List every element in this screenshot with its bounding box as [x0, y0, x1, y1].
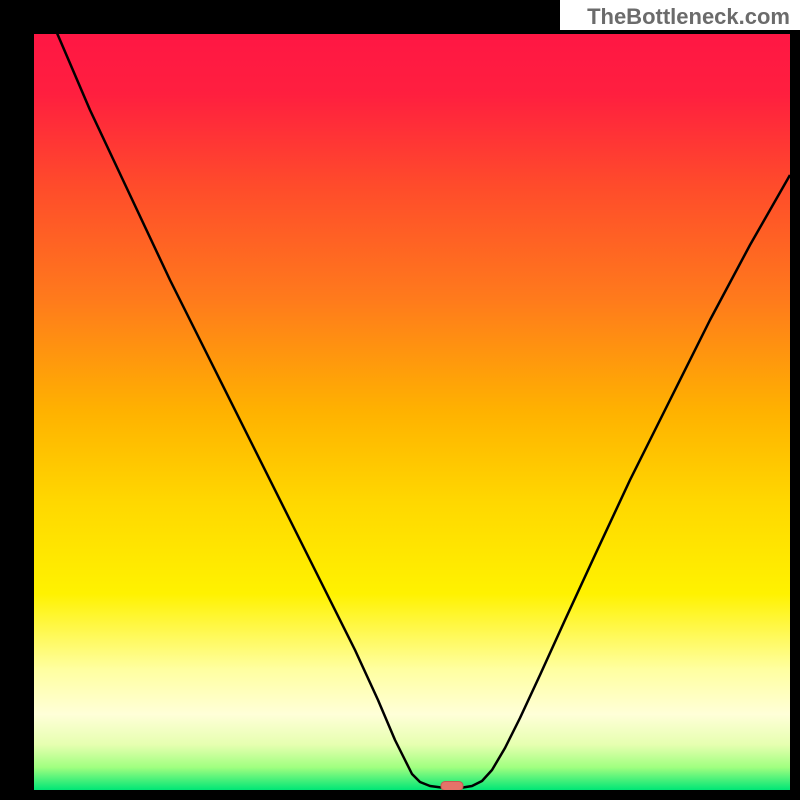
frame-bottom: [0, 790, 800, 800]
optimum-marker: [441, 782, 463, 791]
chart-container: TheBottleneck.com: [0, 0, 800, 800]
frame-right: [790, 0, 800, 800]
chart-svg: [0, 0, 800, 800]
watermark-text: TheBottleneck.com: [587, 4, 790, 30]
frame-left: [0, 0, 34, 800]
gradient-background: [34, 34, 790, 790]
